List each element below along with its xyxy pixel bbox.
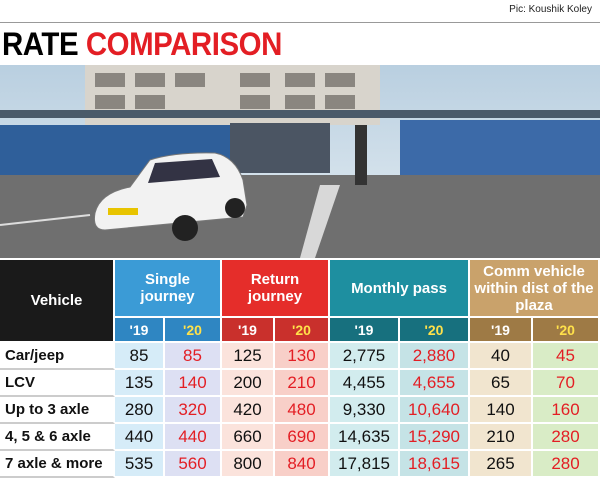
rate-cell: 420 bbox=[222, 397, 275, 424]
title-black: RATE bbox=[2, 26, 79, 62]
rate-cell: 15,290 bbox=[400, 424, 470, 451]
rate-cell: 40 bbox=[470, 343, 533, 370]
rate-cell: 140 bbox=[470, 397, 533, 424]
rate-cell: 440 bbox=[165, 424, 222, 451]
rate-cell: 10,640 bbox=[400, 397, 470, 424]
rate-cell: 535 bbox=[115, 451, 165, 478]
rate-cell: 280 bbox=[533, 424, 600, 451]
rate-cell: 17,815 bbox=[330, 451, 400, 478]
rate-cell: 18,615 bbox=[400, 451, 470, 478]
vehicle-cell: Car/jeep bbox=[0, 343, 115, 370]
rate-cell: 200 bbox=[222, 370, 275, 397]
year-cell: '20 bbox=[165, 318, 222, 343]
header-cell: Vehicle bbox=[0, 260, 115, 343]
rate-cell: 130 bbox=[275, 343, 330, 370]
vehicle-cell: LCV bbox=[0, 370, 115, 397]
rate-cell: 70 bbox=[533, 370, 600, 397]
rate-cell: 210 bbox=[470, 424, 533, 451]
rate-cell: 320 bbox=[165, 397, 222, 424]
rate-cell: 125 bbox=[222, 343, 275, 370]
year-cell: '19 bbox=[222, 318, 275, 343]
rate-cell: 480 bbox=[275, 397, 330, 424]
rate-cell: 2,880 bbox=[400, 343, 470, 370]
rate-cell: 265 bbox=[470, 451, 533, 478]
rate-cell: 280 bbox=[115, 397, 165, 424]
rate-cell: 85 bbox=[165, 343, 222, 370]
rate-cell: 440 bbox=[115, 424, 165, 451]
rate-cell: 4,455 bbox=[330, 370, 400, 397]
year-cell: '19 bbox=[330, 318, 400, 343]
rate-cell: 14,635 bbox=[330, 424, 400, 451]
rate-cell: 135 bbox=[115, 370, 165, 397]
rate-cell: 840 bbox=[275, 451, 330, 478]
rate-cell: 210 bbox=[275, 370, 330, 397]
rate-cell: 65 bbox=[470, 370, 533, 397]
photo-credit: Pic: Koushik Koley bbox=[509, 4, 592, 15]
year-cell: '20 bbox=[275, 318, 330, 343]
rate-cell: 660 bbox=[222, 424, 275, 451]
rate-cell: 85 bbox=[115, 343, 165, 370]
rate-cell: 4,655 bbox=[400, 370, 470, 397]
header-cell: Return journey bbox=[222, 260, 330, 318]
title-red: COMPARISON bbox=[85, 26, 282, 62]
year-cell: '20 bbox=[533, 318, 600, 343]
header-cell: Comm vehicle within dist of the plaza bbox=[470, 260, 600, 318]
year-cell: '19 bbox=[115, 318, 165, 343]
year-cell: '19 bbox=[470, 318, 533, 343]
vehicle-cell: 7 axle & more bbox=[0, 451, 115, 478]
rate-cell: 45 bbox=[533, 343, 600, 370]
rate-cell: 800 bbox=[222, 451, 275, 478]
rate-cell: 560 bbox=[165, 451, 222, 478]
rate-table: Vehicle Single journey '19'20 Return journe… bbox=[0, 260, 600, 479]
rate-cell: 9,330 bbox=[330, 397, 400, 424]
header-cell: Monthly pass bbox=[330, 260, 470, 318]
vehicle-cell: Up to 3 axle bbox=[0, 397, 115, 424]
vehicle-cell: 4, 5 & 6 axle bbox=[0, 424, 115, 451]
rate-cell: 160 bbox=[533, 397, 600, 424]
rate-cell: 280 bbox=[533, 451, 600, 478]
title: RATE COMPARISON bbox=[2, 26, 282, 63]
photo bbox=[0, 65, 600, 258]
rate-cell: 690 bbox=[275, 424, 330, 451]
rate-cell: 2,775 bbox=[330, 343, 400, 370]
rate-cell: 140 bbox=[165, 370, 222, 397]
year-cell: '20 bbox=[400, 318, 470, 343]
rule bbox=[0, 22, 600, 23]
header-cell: Single journey bbox=[115, 260, 222, 318]
